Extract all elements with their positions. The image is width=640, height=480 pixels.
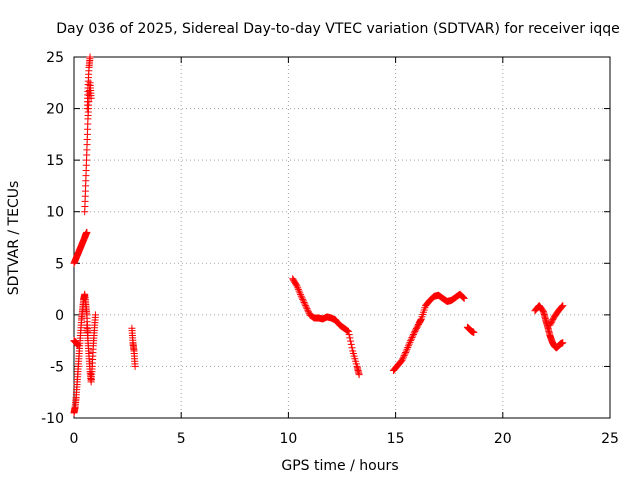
y-axis-label: SDTVAR / TECUs [6, 181, 22, 296]
series-isolated [128, 324, 139, 370]
data-point [299, 297, 307, 305]
data-points [70, 53, 567, 417]
data-point [302, 302, 310, 310]
data-point [559, 339, 567, 347]
series-arc-10h-13h [289, 275, 363, 379]
y-tick-label: 25 [46, 50, 64, 66]
data-point [459, 294, 467, 302]
data-point [299, 295, 307, 303]
data-point [83, 228, 91, 236]
data-point [408, 334, 416, 342]
data-point [406, 338, 414, 346]
data-point [344, 327, 352, 335]
data-point [91, 311, 99, 319]
data-point [303, 305, 311, 313]
data-point [343, 326, 351, 334]
data-point [459, 293, 467, 301]
data-point [297, 291, 305, 299]
data-point [409, 332, 417, 340]
data-point [402, 347, 410, 355]
axis-ticks [73, 56, 611, 419]
data-point [410, 329, 418, 337]
x-tick-label: 25 [601, 431, 619, 447]
data-point [399, 355, 407, 363]
data-point [295, 287, 303, 295]
data-point [304, 306, 312, 314]
data-point [403, 345, 411, 353]
series-early-rise [70, 53, 95, 267]
data-point [300, 298, 308, 306]
grid-lines [74, 57, 610, 418]
data-point [398, 356, 406, 364]
data-point [292, 281, 300, 289]
data-point [344, 327, 352, 335]
series-arc-21h-23h [531, 302, 567, 352]
data-point [131, 362, 139, 370]
data-point [460, 294, 468, 302]
data-point [296, 289, 304, 297]
data-point [347, 337, 355, 345]
data-point [297, 292, 305, 300]
data-point [557, 303, 565, 311]
data-point [301, 300, 309, 308]
data-point [346, 334, 354, 342]
x-tick-label: 0 [70, 431, 79, 447]
data-point [402, 349, 410, 357]
data-point [407, 335, 415, 343]
data-point [294, 285, 302, 293]
data-point [400, 352, 408, 360]
series-arc-15h-18h [389, 290, 478, 375]
plot-border [73, 56, 611, 419]
chart-title: Day 036 of 2025, Sidereal Day-to-day VTE… [56, 21, 620, 37]
x-tick-label: 15 [387, 431, 405, 447]
x-axis-label: GPS time / hours [281, 458, 398, 474]
data-point [399, 353, 407, 361]
data-point [401, 350, 409, 358]
data-point [559, 302, 567, 310]
data-point [470, 328, 478, 336]
data-point [298, 294, 306, 302]
x-tick-label: 5 [177, 431, 186, 447]
data-point [347, 340, 355, 348]
data-point [74, 342, 82, 350]
y-tick-label: -10 [41, 411, 64, 427]
data-point [293, 282, 301, 290]
y-tick-label: 5 [55, 256, 64, 272]
data-point [304, 308, 312, 316]
x-tick-label: 20 [494, 431, 512, 447]
data-point [355, 371, 363, 379]
y-tick-label: 10 [46, 205, 64, 221]
y-tick-label: 20 [46, 102, 64, 118]
data-point [404, 342, 412, 350]
x-tick-label: 10 [279, 431, 297, 447]
data-point [302, 303, 310, 311]
y-tick-label: 0 [55, 308, 64, 324]
x-tick-labels: 0 5 10 15 20 25 [70, 431, 619, 447]
data-point [294, 284, 302, 292]
data-point [409, 330, 417, 338]
data-point [558, 302, 566, 310]
y-tick-labels: -10 -5 0 5 10 15 20 25 [41, 50, 64, 427]
data-point [404, 344, 412, 352]
data-point [345, 331, 353, 339]
data-point [348, 344, 356, 352]
data-point [405, 340, 413, 348]
data-point [407, 337, 415, 345]
y-tick-label: 15 [46, 153, 64, 169]
y-tick-label: -5 [50, 359, 64, 375]
data-point [86, 53, 94, 61]
series-early-drop [70, 290, 99, 417]
